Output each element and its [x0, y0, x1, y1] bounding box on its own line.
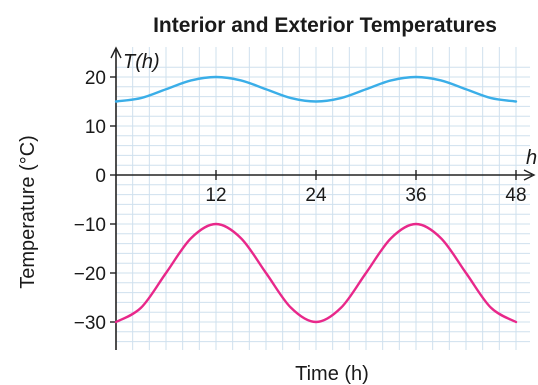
y-axis-arrow [110, 46, 122, 59]
x-axis-label: Time (h) [295, 363, 369, 385]
x-axis-arrow [523, 169, 536, 181]
interior-temperature-line [114, 75, 518, 103]
y-tick-label: 20 [85, 68, 106, 89]
x-tick-label: 36 [405, 185, 426, 206]
y-tick-label: 10 [85, 117, 106, 138]
chart-title: Interior and Exterior Temperatures [153, 14, 497, 37]
ticks: 20 10 0 −10 −20 −30 12 24 36 48 [74, 68, 527, 334]
x-tick-label: 12 [205, 185, 226, 206]
y-tick-label: −10 [74, 215, 106, 236]
y-tick-label: −30 [74, 313, 106, 334]
axes [110, 46, 536, 350]
x-axis-name: h [526, 147, 537, 169]
x-tick-label: 24 [305, 185, 327, 206]
y-axis-name: T(h) [123, 51, 160, 73]
y-axis-label: Temperature (°C) [17, 135, 39, 289]
x-tick-label: 48 [505, 185, 526, 206]
y-tick-label: −20 [74, 264, 106, 285]
exterior-temperature-line [114, 222, 518, 324]
series-lines [114, 75, 518, 324]
y-tick-label: 0 [95, 166, 106, 187]
